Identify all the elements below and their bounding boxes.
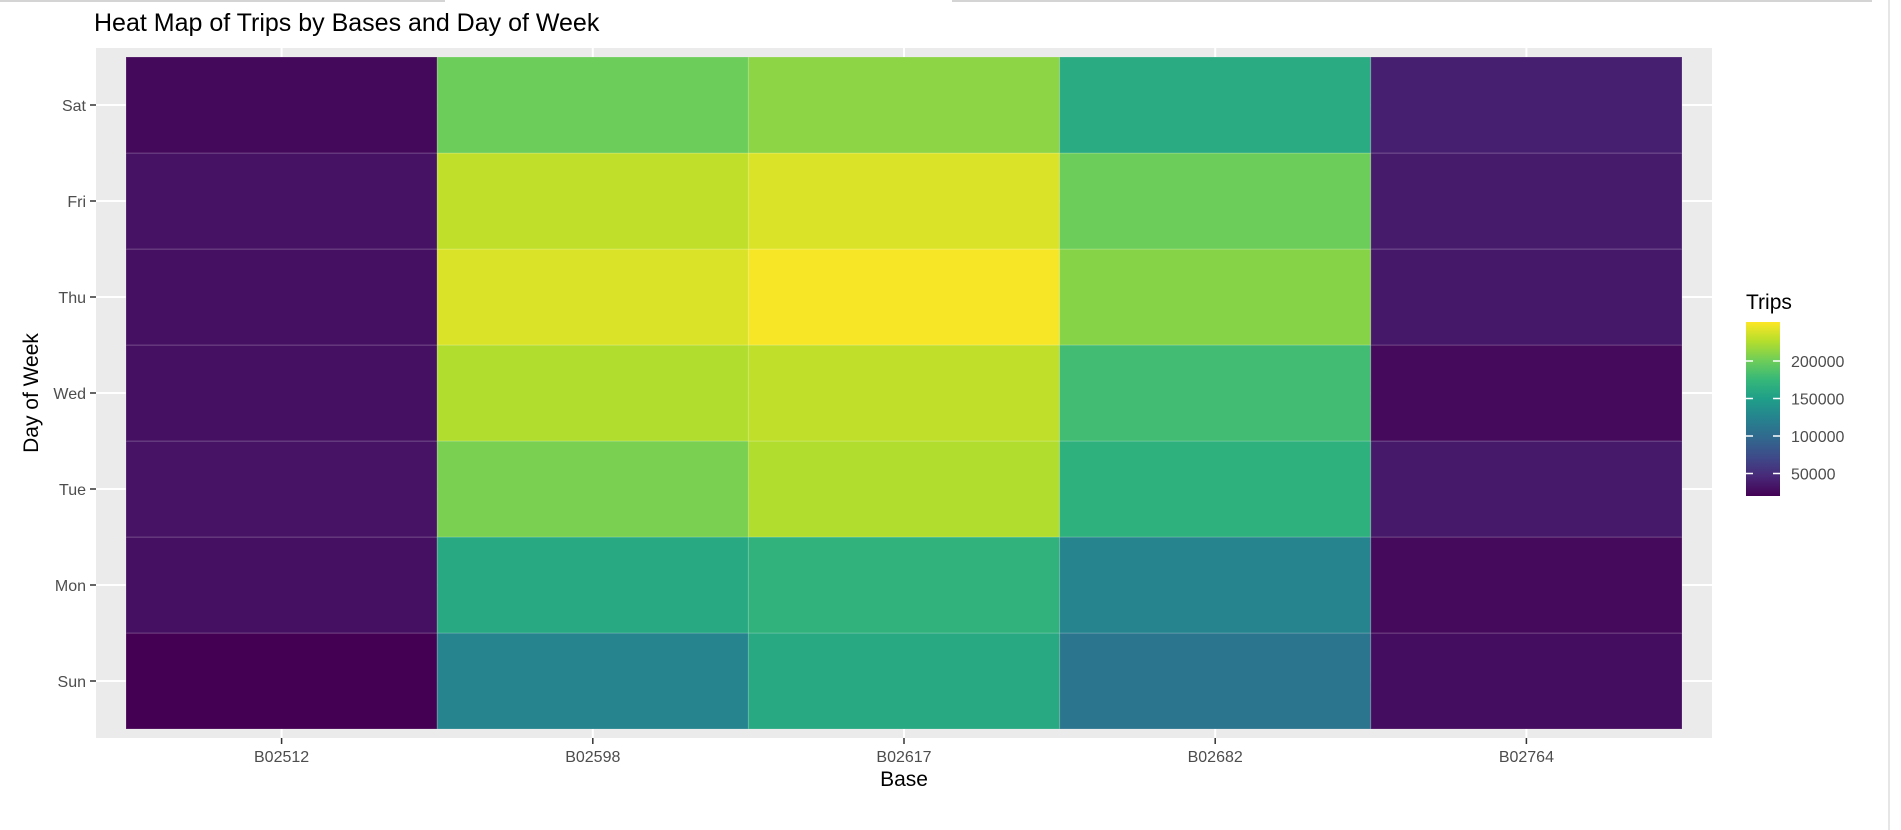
x-axis: B02512 B02598 B02617 B02682 B02764 [254, 738, 1554, 766]
legend-ticks: 50000 100000 150000 200000 [1746, 354, 1844, 484]
heatmap-tile-B02682-Thu [1059, 248, 1372, 346]
x-tick-label: B02512 [254, 749, 309, 766]
heatmap-tile-B02682-Fri [1059, 152, 1372, 250]
top-rule-left [0, 0, 445, 2]
top-rule-right [952, 0, 1872, 2]
heatmap-tile-B02682-Sun [1059, 632, 1372, 730]
heatmap-tile-B02617-Thu [747, 248, 1061, 346]
heatmap-tile-B02512-Wed [125, 344, 438, 442]
heatmap-tile-B02764-Tue [1370, 440, 1683, 538]
heatmap-tile-B02682-Sat [1059, 56, 1372, 154]
legend-tick-label: 100000 [1791, 429, 1844, 446]
heatmap-tile-B02617-Fri [747, 152, 1061, 250]
heatmap-tile-B02598-Fri [436, 152, 749, 250]
y-tick-label: Fri [67, 194, 86, 211]
legend-title: Trips [1746, 291, 1792, 314]
heatmap-tile-B02512-Sun [125, 632, 438, 730]
heatmap-tile-B02598-Sun [436, 632, 749, 730]
heatmap-tile-B02617-Sun [747, 632, 1061, 730]
y-tick-label: Sat [62, 98, 87, 115]
heatmap-tile-B02764-Sat [1370, 56, 1683, 154]
heatmap-tile-B02512-Mon [125, 536, 438, 634]
heatmap-tile-B02764-Thu [1370, 248, 1683, 346]
heatmap-tile-B02682-Wed [1059, 344, 1372, 442]
heatmap-tile-B02764-Sun [1370, 632, 1683, 730]
heatmap-tile-B02617-Sat [747, 56, 1061, 154]
heatmap-tile-B02682-Tue [1059, 440, 1372, 538]
heatmap-tile-B02598-Wed [436, 344, 749, 442]
y-tick-label: Wed [53, 386, 86, 403]
heatmap-tile-B02512-Sat [125, 56, 438, 154]
heatmap-tile-B02682-Mon [1059, 536, 1372, 634]
y-tick-label: Sun [58, 674, 86, 691]
x-tick-label: B02764 [1499, 749, 1554, 766]
heatmap-tile-B02512-Thu [125, 248, 438, 346]
y-tick-label: Mon [55, 578, 86, 595]
heatmap-tile-B02598-Mon [436, 536, 749, 634]
color-legend: Trips 50000 100000 150000 200000 [1746, 291, 1844, 496]
x-tick-label: B02682 [1188, 749, 1243, 766]
heatmap-tile-B02764-Fri [1370, 152, 1683, 250]
heatmap-tile-B02617-Mon [747, 536, 1061, 634]
legend-tick-label: 200000 [1791, 354, 1844, 371]
x-axis-title: Base [880, 768, 928, 791]
heatmap-tile-B02598-Sat [436, 56, 749, 154]
y-axis: Sun Mon Tue Wed Thu Fri Sat [53, 98, 96, 691]
heatmap-tile-B02764-Wed [1370, 344, 1683, 442]
heatmap-tile-B02598-Tue [436, 440, 749, 538]
y-tick-label: Thu [58, 290, 86, 307]
right-edge-rule [1888, 0, 1890, 830]
heatmap-tile-B02764-Mon [1370, 536, 1683, 634]
heatmap-tile-B02598-Thu [436, 248, 749, 346]
heatmap-tile-B02617-Wed [747, 344, 1061, 442]
legend-tick-label: 50000 [1791, 467, 1836, 484]
heatmap-tiles [125, 56, 1683, 730]
heatmap-tile-B02512-Fri [125, 152, 438, 250]
heatmap-tile-B02512-Tue [125, 440, 438, 538]
legend-tick-label: 150000 [1791, 392, 1844, 409]
x-tick-label: B02617 [876, 749, 931, 766]
legend-colorbar [1746, 322, 1780, 496]
heatmap-tile-B02617-Tue [747, 440, 1061, 538]
y-tick-label: Tue [59, 482, 86, 499]
chart-title: Heat Map of Trips by Bases and Day of We… [94, 9, 600, 37]
y-axis-title: Day of Week [20, 333, 43, 453]
x-tick-label: B02598 [565, 749, 620, 766]
